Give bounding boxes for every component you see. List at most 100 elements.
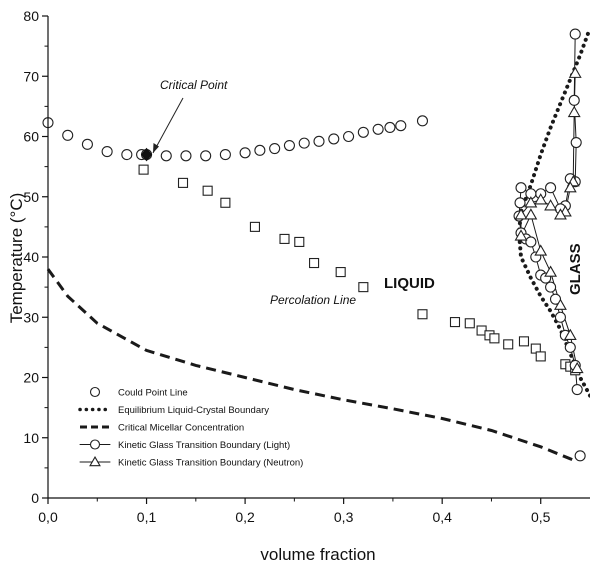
data-point-s0-9: [200, 150, 212, 162]
data-point-s0-19: [357, 126, 369, 138]
data-point-s1-17: [518, 336, 530, 347]
data-point-s0-10: [219, 149, 231, 161]
y-tick-label: 50: [23, 189, 39, 205]
critical-point-label: Critical Point: [160, 78, 228, 92]
data-point-s5-9: [514, 208, 528, 220]
series-line-2: [516, 26, 590, 398]
legend-label-3: Critical Micellar Concentration: [118, 423, 244, 434]
data-point-s0-18: [343, 130, 355, 143]
data-point-s5-0: [568, 66, 582, 78]
data-point-s5-14: [553, 298, 567, 310]
legend-label-0: Could Point Line: [118, 388, 188, 399]
y-tick-label: 80: [23, 8, 39, 24]
data-point-s0-12: [254, 144, 266, 156]
y-axis-title: Temperature (°C): [7, 193, 26, 324]
legend-label-4: Kinetic Glass Transition Boundary (Light…: [118, 440, 290, 451]
data-point-s5-15: [563, 328, 577, 340]
percolation-line-label: Percolation Line: [270, 293, 356, 307]
data-point-s1-15: [489, 333, 500, 344]
plot-marks: [42, 26, 590, 464]
x-tick-label: 0,2: [235, 509, 255, 525]
glass-label: GLASS: [567, 243, 584, 295]
data-point-s1-6: [294, 236, 305, 247]
data-point-s5-12: [534, 244, 548, 256]
data-point-s0-4: [121, 149, 133, 161]
y-tick-label: 70: [23, 68, 39, 84]
data-point-s4-19: [545, 281, 557, 293]
data-point-s1-16: [503, 339, 514, 350]
x-tick-label: 0,1: [137, 509, 157, 525]
data-point-s0-11: [239, 147, 251, 159]
data-point-s5-13: [544, 265, 558, 277]
x-axis-title: volume fraction: [260, 545, 375, 564]
liquid-label: LIQUID: [384, 275, 435, 292]
data-point-s4-7: [545, 182, 557, 194]
y-tick-label: 10: [23, 430, 39, 446]
data-point-s5-3: [563, 181, 577, 193]
legend: Could Point Line Equilibrium Liquid-Cryst…: [78, 386, 303, 469]
data-point-s0-14: [283, 139, 295, 152]
y-tick-label: 0: [31, 490, 39, 506]
data-point-s1-7: [309, 257, 320, 269]
data-point-s0-16: [313, 135, 325, 147]
data-point-s0-23: [416, 115, 429, 127]
y-tick-label: 30: [23, 309, 39, 325]
legend-label-2: Equilibrium Liquid-Crystal Boundary: [118, 405, 269, 416]
data-point-s4-23: [564, 341, 576, 353]
critical-point-arrow: [152, 97, 184, 154]
y-tick-label: 20: [23, 370, 39, 386]
data-point-s0-2: [81, 138, 93, 150]
legend-marker-4: [89, 439, 101, 450]
x-tick-label: 0,4: [432, 509, 452, 525]
data-point-s1-3: [220, 197, 231, 208]
data-point-s1-19: [535, 351, 546, 362]
data-point-s1-8: [335, 267, 346, 278]
data-point-s1-5: [279, 233, 290, 244]
data-point-s1-9: [358, 282, 369, 293]
legend-marker-5: [89, 455, 101, 467]
axes: 0,0 0,1 0,2 0,3 0,4 0,5 0 10 20 30 40 50 60 70 80: [23, 8, 590, 525]
x-tick-label: 0,5: [531, 509, 551, 525]
data-point-s1-0: [138, 164, 149, 175]
data-point-s0-8: [180, 150, 192, 162]
data-point-s1-4: [249, 221, 260, 232]
data-point-s4-15: [525, 236, 537, 248]
y-tick-label: 40: [23, 249, 39, 265]
data-point-s0-15: [298, 137, 310, 149]
data-point-s0-24: [574, 450, 586, 462]
data-point-s4-21: [554, 311, 566, 323]
data-point-s0-1: [62, 129, 74, 141]
critical-point-arrowhead: [153, 143, 159, 153]
data-point-s5-8: [524, 196, 538, 208]
data-point-s4-11: [514, 197, 526, 209]
data-point-s0-13: [269, 143, 281, 155]
data-point-s5-16: [570, 361, 584, 374]
series-line-3: [46, 268, 578, 464]
data-point-s4-0: [569, 28, 581, 40]
data-point-s5-7: [534, 193, 548, 205]
data-point-s1-1: [177, 177, 189, 188]
data-point-s4-10: [515, 182, 527, 194]
series-line-5: [520, 72, 578, 369]
legend-marker-0: [89, 386, 101, 398]
legend-label-5: Kinetic Glass Transition Boundary (Neutr…: [118, 458, 303, 469]
data-point-s0-3: [101, 146, 113, 158]
data-point-s0-20: [372, 123, 384, 135]
data-point-s4-1: [568, 94, 580, 106]
x-tick-label: 0,3: [334, 509, 354, 525]
data-point-s4-2: [570, 136, 582, 149]
data-point-s5-6: [544, 199, 558, 211]
data-point-s1-10: [417, 309, 428, 320]
data-point-s5-5: [553, 208, 567, 220]
data-point-s0-22: [395, 120, 407, 132]
y-tick-label: 60: [23, 129, 39, 145]
data-point-s1-11: [449, 317, 461, 328]
data-point-s5-1: [567, 105, 581, 118]
data-point-s0-7: [160, 150, 172, 162]
critical-point-marker: [140, 147, 153, 162]
data-point-s5-11: [524, 208, 538, 220]
x-tick-label: 0,0: [38, 509, 58, 525]
data-point-s1-12: [464, 318, 475, 329]
data-point-s5-10: [514, 229, 528, 241]
